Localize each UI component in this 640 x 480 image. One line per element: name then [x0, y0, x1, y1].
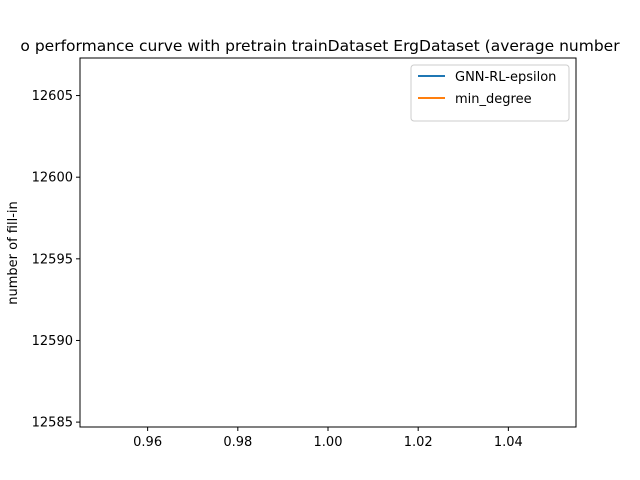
legend-label: min_degree: [455, 92, 532, 107]
y-axis: 12585 12590 12595 12600 12605: [32, 89, 80, 431]
x-tick-label: 1.02: [404, 435, 433, 450]
legend-label: GNN-RL-epsilon: [455, 70, 556, 85]
y-tick-label: 12605: [32, 89, 73, 104]
y-axis-label: number of fill-in: [6, 201, 21, 305]
y-tick-label: 12595: [32, 252, 73, 267]
y-tick-label: 12590: [32, 334, 73, 349]
x-tick-label: 0.98: [223, 435, 252, 450]
x-axis: 0.96 0.98 1.00 1.02 1.04: [133, 427, 523, 450]
legend-box: [410, 64, 570, 122]
chart-title: o performance curve with pretrain trainD…: [20, 37, 620, 55]
x-tick-label: 1.04: [494, 435, 523, 450]
legend: GNN-RL-epsilon min_degree: [410, 64, 570, 122]
x-tick-label: 1.00: [314, 435, 343, 450]
y-tick-label: 12585: [32, 416, 73, 431]
x-tick-label: 0.96: [133, 435, 162, 450]
y-tick-label: 12600: [32, 171, 73, 186]
